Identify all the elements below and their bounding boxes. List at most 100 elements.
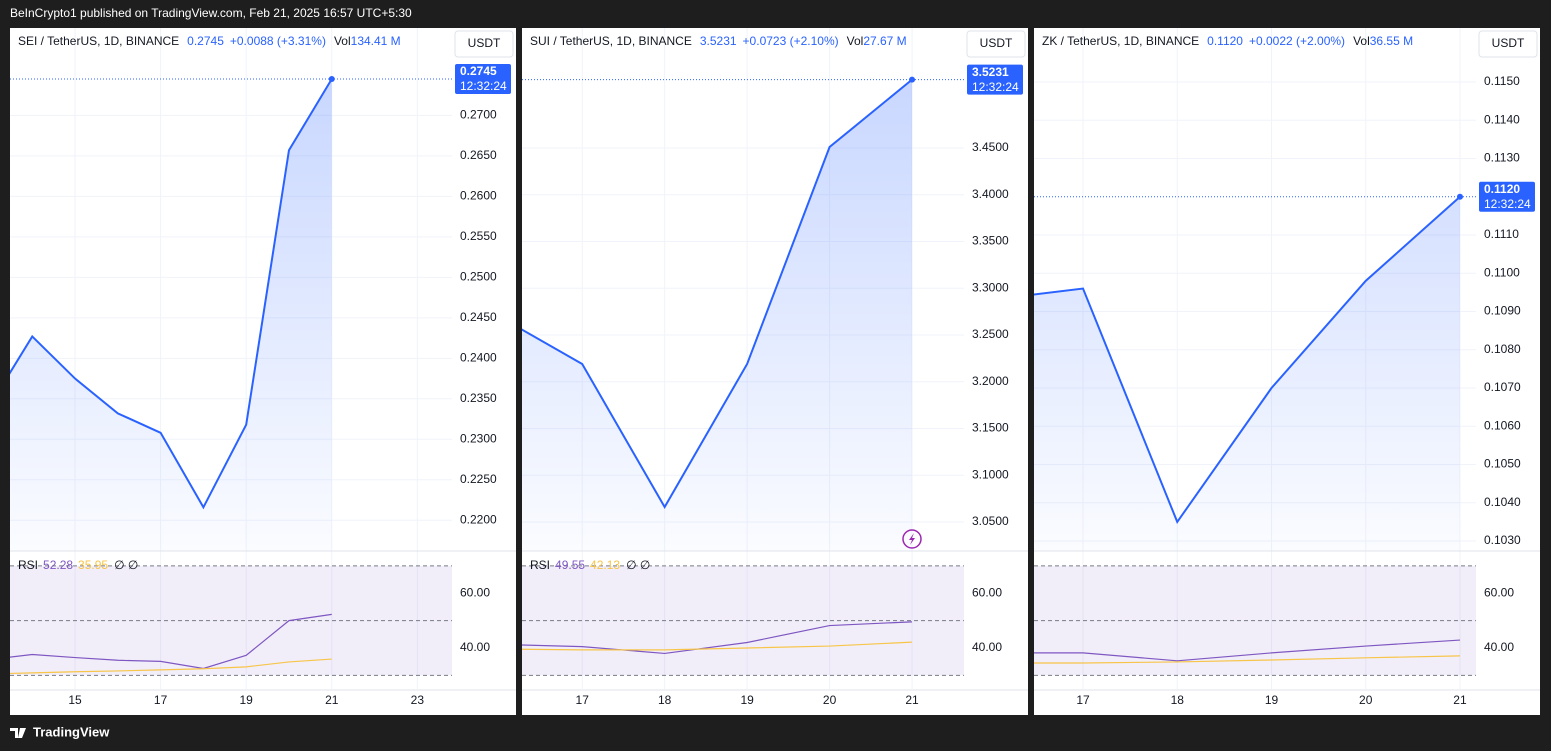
rsi-line: [10, 658, 332, 675]
y-tick-label: 0.2500: [460, 270, 497, 284]
rsi-line: [522, 621, 913, 655]
y-tick-label: 0.2300: [460, 431, 497, 445]
rsi-extra: ∅ ∅: [626, 558, 650, 572]
rsi-extra: ∅ ∅: [114, 558, 138, 572]
y-tick-label: 0.1060: [1484, 418, 1521, 432]
footer-brand: TradingView: [33, 724, 110, 739]
rsi-line: [1034, 639, 1461, 662]
y-tick-label: 3.1000: [972, 467, 1009, 481]
y-tick-label: 0.1090: [1484, 304, 1521, 318]
y-tick-label: 3.3500: [972, 234, 1009, 248]
rsi-value: 49.55: [555, 558, 585, 572]
change: +0.0088 (+3.31%): [230, 34, 326, 48]
footer-logo: TradingView: [10, 724, 110, 739]
x-tick-label: 23: [411, 693, 425, 707]
legend: SEI / TetherUS, 1D, BINANCE 0.2745 +0.0088…: [18, 34, 401, 48]
rsi-plot: [522, 621, 913, 655]
last-point: [909, 76, 916, 83]
y-tick-label: 0.1030: [1484, 533, 1521, 547]
x-tick-label: 17: [1076, 693, 1090, 707]
x-tick-label: 21: [1453, 693, 1467, 707]
countdown: 12:32:24: [972, 80, 1019, 94]
y-tick-label: 0.2650: [460, 148, 497, 162]
currency: USDT: [980, 36, 1013, 50]
x-tick-label: 19: [1265, 693, 1279, 707]
y-tick-label: 3.4500: [972, 140, 1009, 154]
currency: USDT: [1492, 36, 1525, 50]
y-tick-label: 3.3000: [972, 280, 1009, 294]
volume-prefix: Vol: [334, 34, 351, 48]
legend: ZK / TetherUS, 1D, BINANCE 0.1120 +0.0022 …: [1042, 34, 1413, 48]
y-tick-label: 0.2600: [460, 189, 497, 203]
currency-button[interactable]: [966, 30, 1026, 58]
alert-icon: [902, 529, 922, 549]
price-label: 3.5231: [972, 65, 1009, 79]
price-line: [1034, 195, 1461, 525]
rsi-line: [522, 641, 913, 651]
header-text: BeInCrypto1 published on TradingView.com…: [10, 6, 412, 20]
y-tick-label: 0.1110: [1484, 227, 1519, 241]
price-label-box: [1479, 181, 1535, 212]
y-tick-label: 0.1130: [1484, 151, 1520, 165]
x-tick-label: 17: [154, 693, 168, 707]
main-plot: [1034, 195, 1461, 551]
rsi-value: 52.28: [43, 558, 73, 572]
price-area: [10, 79, 332, 551]
currency-button[interactable]: [454, 30, 514, 58]
logo-mark: [10, 728, 26, 738]
price-line: [522, 78, 913, 510]
y-tick-label: 0.2400: [460, 350, 497, 364]
countdown: 12:32:24: [460, 79, 507, 93]
symbol: ZK / TetherUS, 1D, BINANCE: [1042, 34, 1199, 48]
symbol: SEI / TetherUS, 1D, BINANCE: [18, 34, 179, 48]
price-area: [522, 79, 913, 551]
price-label: 0.1120: [1484, 182, 1520, 196]
change: +0.0022 (+2.00%): [1249, 34, 1345, 48]
alert-icon-bolt: [909, 533, 915, 545]
main-plot: [522, 78, 913, 551]
y-tick-label: 0.1140: [1484, 112, 1520, 126]
chart-panel: 17 18 19 20 21 3.0500 3.1000 3.1500 3.2000 3.2500…: [522, 28, 1028, 715]
price-label-box: [455, 64, 511, 95]
currency: USDT: [468, 36, 501, 50]
rsi-value: 35.95: [78, 558, 108, 572]
currency-button[interactable]: [1478, 30, 1538, 58]
rsi-tick-label: 60.00: [1484, 585, 1514, 599]
y-tick-label: 3.2000: [972, 374, 1009, 388]
rsi-plot: [1034, 639, 1461, 664]
y-tick-label: 0.1070: [1484, 380, 1521, 394]
y-tick-label: 0.1150: [1484, 74, 1520, 88]
x-tick-label: 15: [68, 693, 82, 707]
x-tick-label: 21: [905, 693, 919, 707]
x-tick-label: 18: [658, 693, 672, 707]
chart-panel: 17 18 19 20 21 0.1030 0.1040 0.1050 0.1060 0.1070…: [1034, 28, 1540, 715]
price-line: [10, 78, 333, 510]
y-tick-label: 0.2700: [460, 108, 497, 122]
y-tick-label: 0.2250: [460, 472, 497, 486]
x-tick-label: 21: [325, 693, 339, 707]
y-tick-label: 0.1040: [1484, 495, 1521, 509]
price-label-box: [967, 64, 1023, 95]
y-tick-label: 0.1100: [1484, 265, 1520, 279]
y-tick-label: 0.1080: [1484, 342, 1521, 356]
rsi-tick-label: 60.00: [972, 585, 1002, 599]
main-plot: [10, 78, 333, 551]
x-tick-label: 18: [1171, 693, 1185, 707]
y-tick-label: 3.4000: [972, 187, 1009, 201]
volume: 27.67 M: [863, 34, 906, 48]
x-tick-label: 20: [823, 693, 837, 707]
y-tick-label: 0.2350: [460, 391, 497, 405]
chart-panel: 15 17 19 21 23 0.2200 0.2250 0.2300 0.2350 0.2400…: [10, 28, 516, 715]
rsi-tick-label: 40.00: [972, 640, 1002, 654]
rsi-legend: RSI 49.55 42.13 ∅ ∅: [530, 558, 650, 572]
rsi-value: 42.13: [590, 558, 620, 572]
volume: 134.41 M: [351, 34, 401, 48]
y-tick-label: 3.2500: [972, 327, 1009, 341]
rsi-tick-label: 40.00: [1484, 640, 1514, 654]
y-tick-label: 0.2200: [460, 512, 497, 526]
last-point: [328, 76, 335, 83]
last-point: [1456, 193, 1463, 200]
x-tick-label: 20: [1359, 693, 1373, 707]
